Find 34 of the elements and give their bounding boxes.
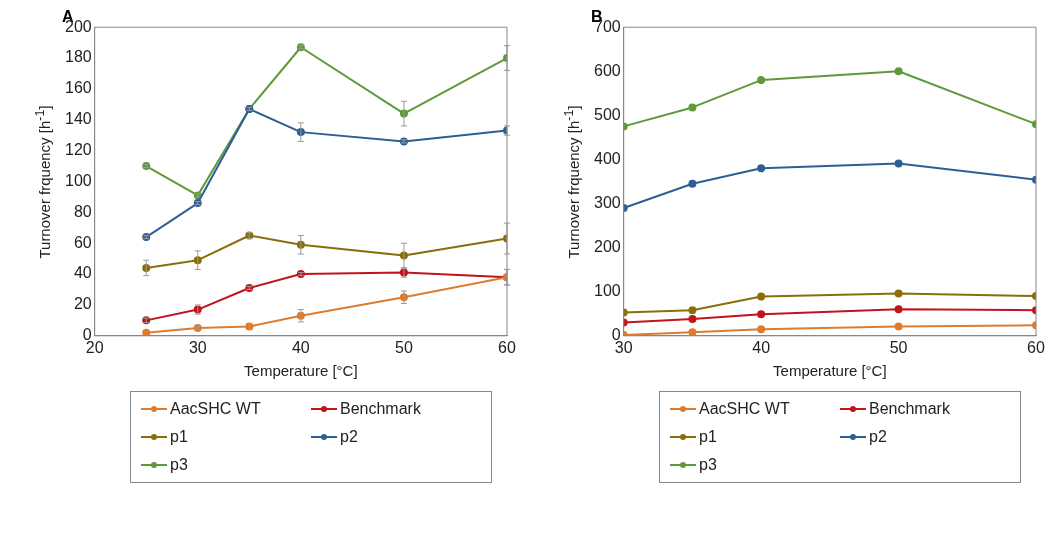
y-tick-label: 100 <box>64 171 92 189</box>
legend-label: AacSHC WT <box>699 400 790 418</box>
y-tick-label: 500 <box>593 105 621 123</box>
legend-label: p3 <box>170 456 188 474</box>
legend-label: AacSHC WT <box>170 400 261 418</box>
y-tick-label: 60 <box>73 233 92 251</box>
legend-label: p3 <box>699 456 717 474</box>
legend-label: Benchmark <box>340 400 421 418</box>
y-tick-label: 140 <box>64 110 92 128</box>
x-axis-title: Temperature [°C] <box>773 362 887 380</box>
legend-label: p1 <box>170 428 188 446</box>
legend-label: Benchmark <box>869 400 950 418</box>
y-tick-label: 200 <box>593 238 621 256</box>
legend-label: p2 <box>340 428 358 446</box>
x-tick-label: 50 <box>889 338 908 356</box>
y-tick-label: 40 <box>73 264 92 282</box>
y-tick-label: 80 <box>73 202 92 220</box>
y-tick-label: 600 <box>593 61 621 79</box>
y-tick-label: 300 <box>593 193 621 211</box>
legend-label: p1 <box>699 428 717 446</box>
legend-label: p2 <box>869 428 887 446</box>
x-axis-title: Temperature [°C] <box>244 362 358 380</box>
y-tick-label: 400 <box>593 149 621 167</box>
y-tick-label: 120 <box>64 141 92 159</box>
y-tick-label: 160 <box>64 79 92 97</box>
y-tick-label: 100 <box>593 282 621 300</box>
x-tick-label: 40 <box>291 338 310 356</box>
x-tick-label: 40 <box>752 338 771 356</box>
x-tick-label: 60 <box>498 338 516 356</box>
x-tick-label: 30 <box>188 338 207 356</box>
y-tick-label: 180 <box>64 48 92 66</box>
y-tick-label: 20 <box>73 295 92 313</box>
x-tick-label: 60 <box>1027 338 1045 356</box>
x-tick-label: 50 <box>395 338 413 356</box>
